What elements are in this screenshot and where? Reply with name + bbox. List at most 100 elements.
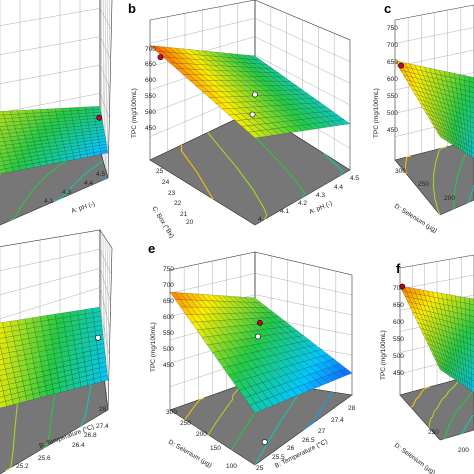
panel-d-design-point (95, 334, 101, 341)
panel-a-surface-cell (3, 114, 13, 119)
panel-b-z-axis-label: TPC (mg/100mL) (131, 88, 138, 138)
panel-c-surface-cell (469, 81, 474, 88)
panel-c-surface-cell (471, 146, 474, 154)
panel-e-x-tick: 26.5 (302, 437, 315, 444)
panel-c-z-tick: 650 (387, 59, 398, 66)
panel-f-surface-cell (469, 309, 474, 317)
panel-a-contour-line (102, 177, 109, 181)
panel-b-z-tick: 450 (145, 125, 156, 132)
panel-e-design-point (261, 439, 268, 445)
panel-f-surface-cell (471, 373, 474, 381)
panel-f-surface-cell (470, 350, 474, 358)
panel-b-y-tick: 23 (168, 190, 176, 197)
panel-a-surface-cell (48, 111, 57, 116)
panel-b-z-tick: 550 (145, 93, 156, 100)
panel-e-design-point (255, 333, 261, 340)
panel-e-x-tick: 25 (256, 465, 264, 472)
panel-f-surface-cell (471, 385, 474, 393)
panel-d-gridline (0, 268, 101, 295)
panel-f-contour-line (443, 389, 474, 440)
panel-c-surface-cell (470, 111, 474, 119)
panel-d-gridline (0, 248, 101, 271)
panel-f-surface-cell (469, 298, 474, 305)
panel-a-surface-cell (62, 107, 71, 112)
panel-c-y-tick: 200 (444, 195, 455, 202)
panel-a: A: pH (-) 4.1 4.3 4.4 4.5 (0, 0, 113, 226)
panel-b-z-tick: 600 (145, 77, 156, 84)
panel-d: B: Temperature (°C) 25.2 25.6 26.4 26.8 … (0, 229, 113, 474)
panel-e-letter: e (148, 241, 155, 256)
panel-d-surface-cell (100, 375, 109, 382)
panel-d-x-tick: 26.8 (84, 432, 97, 439)
panel-a-contour-line (53, 160, 104, 202)
panel-a-surface-cell (26, 116, 36, 121)
panel-e-z-tick: 650 (163, 298, 174, 305)
panel-e-z-tick: 550 (163, 330, 174, 337)
panel-b-design-point (252, 91, 258, 98)
panel-f-surface-cell (469, 303, 474, 311)
panel-f-letter: f (396, 261, 401, 276)
panel-f-y-tick: 200 (458, 447, 469, 454)
panel-a-surface-cell (63, 113, 73, 118)
panel-a-gridline (0, 36, 101, 55)
panel-b-y-tick: 24 (162, 179, 170, 186)
panel-c-contour-line (432, 146, 447, 216)
panel-c-surface-cell (470, 126, 474, 134)
panel-d-x-tick: 26.4 (72, 442, 85, 449)
panel-a-x-axis-label: A: pH (-) (70, 201, 96, 215)
panel-f: f TPC (mg/100mL) 700 650 600 550 500 450… (380, 254, 474, 474)
panel-c-z-tick: 750 (387, 25, 398, 32)
panel-c-surface-cell (470, 121, 474, 129)
panel-b-x-tick: 4.3 (316, 192, 325, 199)
panel-e-floor (169, 379, 353, 466)
panel-c-y-tick: 300 (395, 168, 406, 175)
panel-f-y-axis-label: D: Selenium (µg) (393, 442, 437, 474)
panel-a-surface-cell (32, 109, 42, 114)
panel-f-surface-cell (470, 327, 474, 335)
panel-a-surface-cell (55, 111, 65, 116)
panel-e-y-tick: 100 (226, 463, 237, 470)
panel-e-y-tick: 150 (210, 445, 221, 452)
panel-a-surface-cell (17, 110, 27, 115)
panel-a-surface-cell (40, 112, 50, 117)
panel-f-surface-cell (470, 356, 474, 364)
panel-e-z-tick: 750 (163, 266, 174, 273)
panel-c-z-tick: 550 (387, 93, 398, 100)
panel-c-surface-cell (471, 136, 474, 144)
panel-f-z-tick: 600 (393, 319, 404, 326)
panel-c-surface-cell (469, 86, 474, 93)
panel-f-surface-cell (471, 367, 474, 376)
panel-f-z-tick: 450 (393, 370, 404, 377)
panel-b-z-tick: 650 (145, 61, 156, 68)
panel-e-x-tick: 26 (287, 445, 295, 452)
panel-c-surface-cell (469, 96, 474, 103)
panel-e-contour-line (303, 391, 334, 431)
panel-e-y-tick: 250 (180, 420, 191, 427)
panel-f-surface-cell (470, 332, 474, 341)
panel-b-x-axis-label: A: pH (-) (308, 200, 333, 216)
panel-e-x-tick: 27.4 (331, 417, 344, 424)
panel-a-surface-cell (10, 113, 20, 119)
panel-e-y-tick: 200 (196, 431, 207, 438)
panel-a-surface-cell (2, 110, 12, 116)
panel-a-surface-cell (14, 124, 23, 130)
panel-c-surface-cell (469, 106, 474, 114)
panel-e-z-axis-label: TPC (mg/100mL) (150, 322, 157, 372)
panel-b-y-axis-label: C: Brix (°Bx) (150, 205, 176, 240)
panel-a-surface-cell (4, 117, 14, 123)
panel-e-z-tick: 450 (163, 362, 174, 369)
panel-f-surface-cell (471, 379, 474, 387)
panel-f-surface-cell (470, 361, 474, 370)
panel-b-z-tick: 700 (145, 46, 156, 53)
panel-b-letter: b (128, 1, 136, 16)
panel-a-surface-cell (100, 149, 109, 155)
panel-c-z-tick: 600 (387, 76, 398, 83)
panel-a-surface-cell (11, 117, 21, 122)
panel-f-surface-cell (450, 294, 457, 302)
panel-e-x-tick: 28 (348, 405, 356, 412)
panel-c-surface-cell (470, 131, 474, 139)
panel-a-design-point (96, 114, 103, 121)
panel-c-contour-line (404, 155, 411, 174)
panel-a-surface-cell (9, 110, 19, 115)
